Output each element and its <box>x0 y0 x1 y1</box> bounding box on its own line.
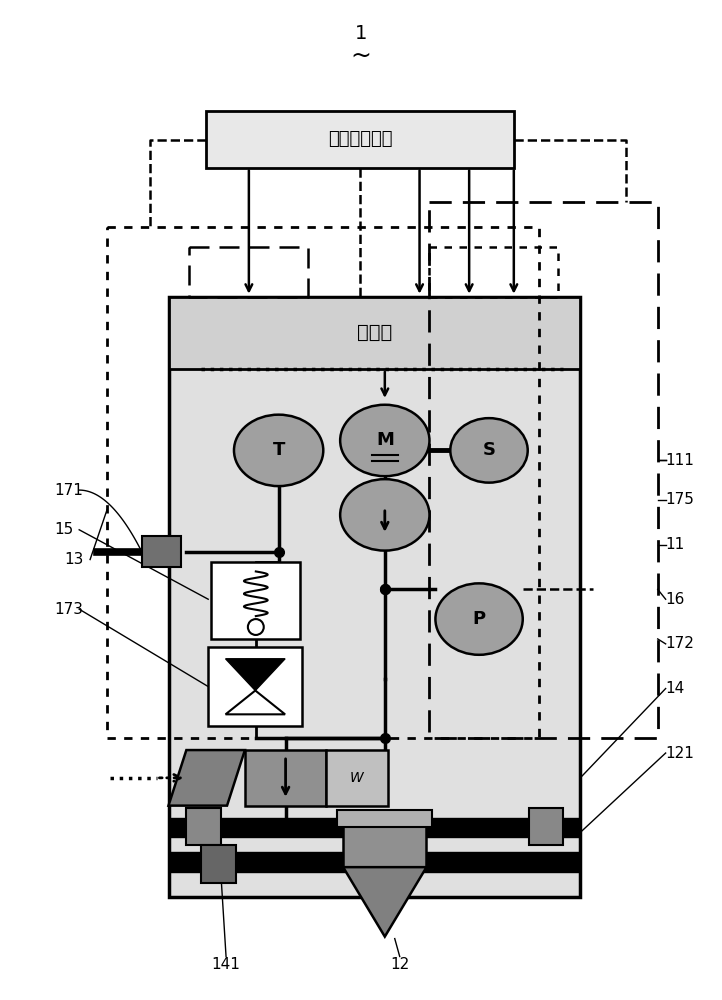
Text: 121: 121 <box>666 746 695 761</box>
Text: 12: 12 <box>390 957 409 972</box>
Text: 控制器: 控制器 <box>357 323 393 342</box>
Bar <box>343 818 427 867</box>
Polygon shape <box>225 691 285 714</box>
Ellipse shape <box>451 418 528 483</box>
Bar <box>170 818 580 837</box>
Text: 171: 171 <box>54 483 83 498</box>
Bar <box>186 808 221 845</box>
Text: W: W <box>350 771 364 785</box>
Text: 13: 13 <box>64 552 84 567</box>
Text: M: M <box>376 431 393 449</box>
Text: T: T <box>272 441 284 459</box>
Bar <box>170 297 580 369</box>
Polygon shape <box>168 750 245 806</box>
Text: 175: 175 <box>666 492 695 508</box>
Text: 11: 11 <box>666 537 685 552</box>
Bar <box>211 562 300 639</box>
Bar <box>170 297 580 897</box>
Polygon shape <box>343 867 427 937</box>
Bar <box>206 111 514 168</box>
Bar <box>208 647 303 726</box>
Text: 16: 16 <box>666 592 685 607</box>
Bar <box>201 845 236 883</box>
Bar <box>245 750 326 806</box>
Text: P: P <box>472 610 486 628</box>
Text: ~: ~ <box>351 43 371 67</box>
Text: 15: 15 <box>54 522 74 537</box>
Ellipse shape <box>340 479 430 551</box>
Polygon shape <box>225 659 285 691</box>
Text: 111: 111 <box>666 453 695 468</box>
Bar <box>337 810 432 827</box>
Ellipse shape <box>435 583 523 655</box>
Text: 其他信号输入: 其他信号输入 <box>328 130 392 148</box>
Text: 141: 141 <box>212 957 240 972</box>
Bar <box>326 750 388 806</box>
Text: S: S <box>482 441 495 459</box>
Text: 1: 1 <box>355 24 367 43</box>
Bar <box>170 852 580 872</box>
Text: 14: 14 <box>666 681 685 696</box>
Ellipse shape <box>340 405 430 476</box>
Circle shape <box>248 619 264 635</box>
Bar <box>529 808 563 845</box>
Text: 173: 173 <box>54 602 83 617</box>
Bar <box>142 536 181 567</box>
Ellipse shape <box>234 415 323 486</box>
Text: 172: 172 <box>666 636 695 651</box>
